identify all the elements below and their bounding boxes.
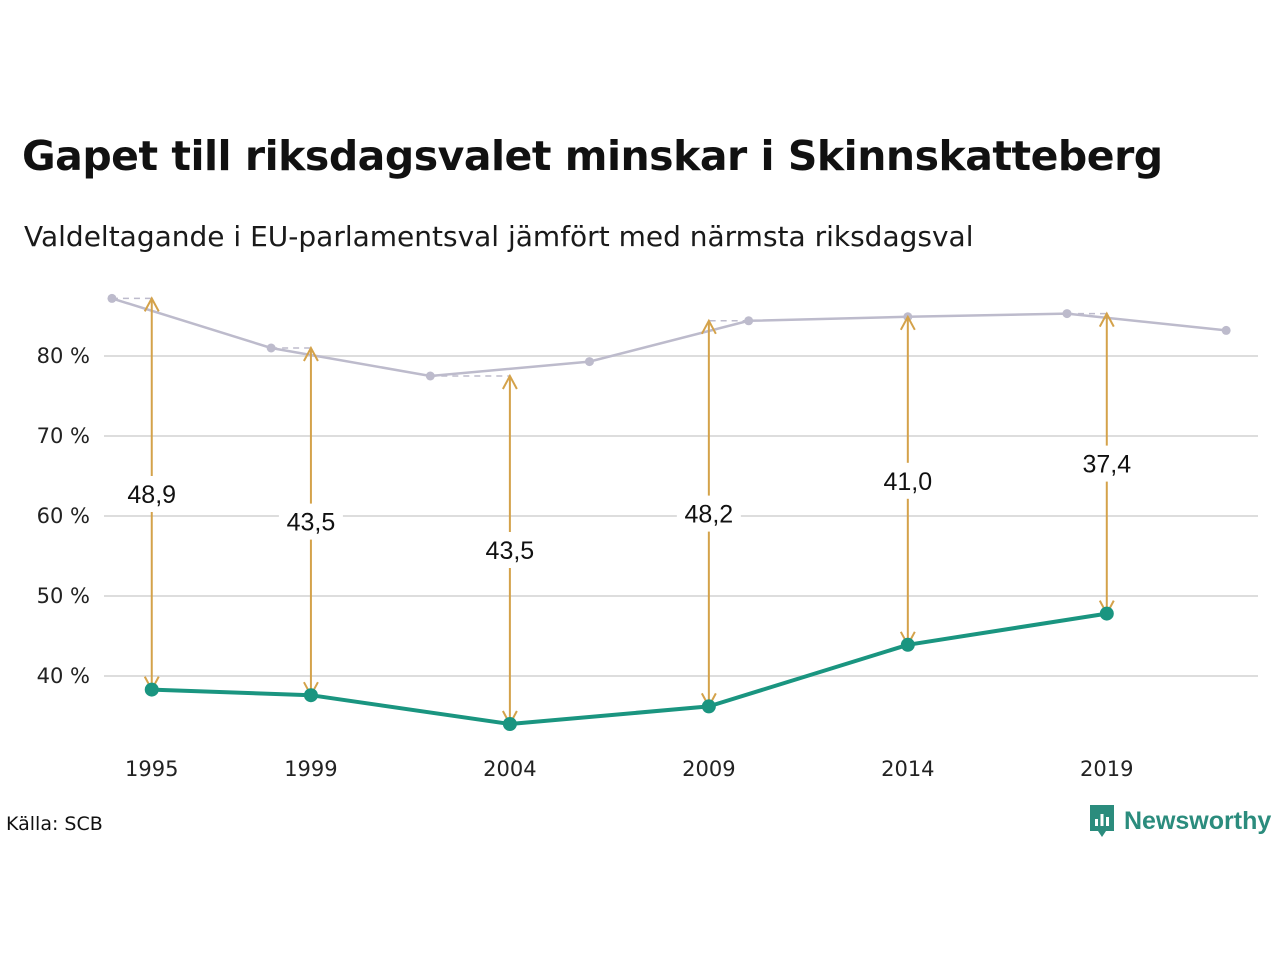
riksdag-series <box>107 293 1231 381</box>
riksdag-line <box>111 297 1227 378</box>
y-tick-label: 60 % <box>37 504 90 528</box>
eu-point <box>701 699 716 714</box>
gap-label-background <box>676 495 741 532</box>
gap-label-background <box>875 462 940 499</box>
gap-arrowhead-top <box>700 318 717 335</box>
gap-label: 43,5 <box>486 537 535 565</box>
x-tick-label: 2014 <box>881 757 934 781</box>
chart-subtitle: Valdeltagande i EU-parlamentsval jämfört… <box>24 220 974 253</box>
gap-label: 37,4 <box>1082 451 1131 479</box>
x-axis-tick-labels: 1995 1999 2004 2009 2014 2019 <box>125 757 1133 781</box>
newsworthy-brand: Newsworthy <box>1088 803 1271 839</box>
gap-arrowhead-top <box>303 345 319 362</box>
source-note: Källa: SCB <box>6 813 103 835</box>
gap-arrowhead-top <box>502 373 518 390</box>
newsworthy-logo-icon <box>1090 805 1114 837</box>
chart-title: Gapet till riksdagsvalet minskar i Skinn… <box>22 132 1163 180</box>
gap-label: 43,5 <box>287 509 336 537</box>
x-tick-label: 1995 <box>125 757 178 781</box>
gap-arrowhead-top <box>1098 311 1115 328</box>
brand-name: Newsworthy <box>1124 806 1272 835</box>
gap-arrowhead-top <box>143 296 160 312</box>
eu-point <box>502 717 517 731</box>
riksdag-point <box>1221 325 1231 335</box>
eu-point <box>1099 606 1114 621</box>
gap-label: 48,2 <box>685 501 734 529</box>
eu-point <box>900 637 915 652</box>
gap-arrowhead-top <box>899 314 916 331</box>
y-tick-label: 80 % <box>37 344 90 368</box>
eu-point <box>303 688 318 703</box>
x-tick-label: 2009 <box>682 757 735 781</box>
x-tick-label: 1999 <box>284 757 337 781</box>
eu-point <box>144 682 159 697</box>
riksdag-point <box>584 357 594 367</box>
y-tick-label: 50 % <box>37 584 90 608</box>
gap-label: 41,0 <box>883 468 932 496</box>
x-tick-label: 2004 <box>483 757 536 781</box>
gap-label-background <box>278 503 343 540</box>
gap-arrows: 48,9 43,5 43,5 48,2 41,0 37,4 <box>111 296 1139 727</box>
y-tick-label: 70 % <box>37 424 90 448</box>
gap-label-background <box>119 476 184 512</box>
y-tick-label: 40 % <box>37 664 90 688</box>
eu-series <box>144 606 1114 731</box>
gap-label-background <box>1074 445 1139 482</box>
gap-label-background <box>477 532 542 568</box>
eu-line <box>151 611 1108 726</box>
x-tick-label: 2019 <box>1080 757 1133 781</box>
y-axis-tick-labels: 40 % 50 % 60 % 70 % 80 % <box>37 344 90 688</box>
gap-label: 48,9 <box>127 481 176 509</box>
